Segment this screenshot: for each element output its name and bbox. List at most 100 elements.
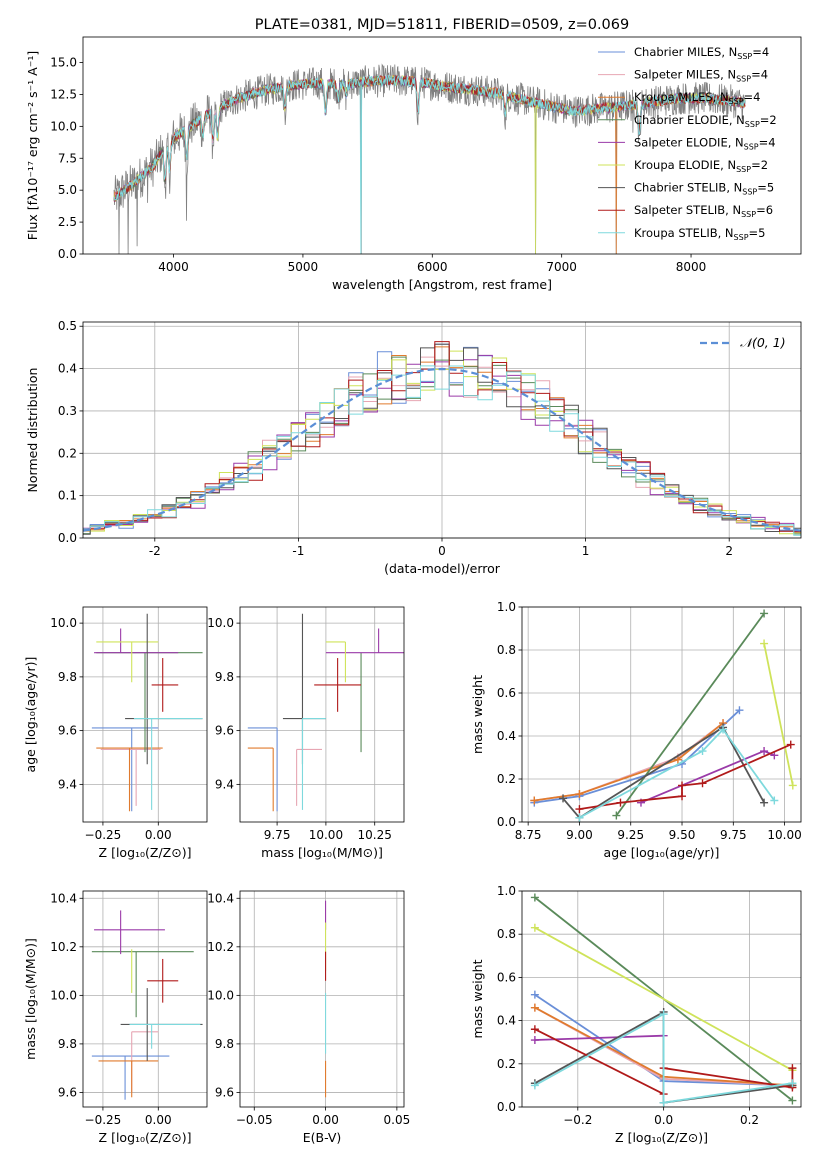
series-line bbox=[534, 722, 724, 802]
y-tick-label: 9.6 bbox=[215, 1085, 234, 1099]
axes-frame bbox=[82, 606, 208, 823]
x-axis-label: E(B-V) bbox=[303, 1130, 342, 1145]
y-tick-label: 10.2 bbox=[207, 940, 234, 954]
errorbar-kroupa-stelib bbox=[301, 717, 326, 810]
errorbar-chabrier-miles bbox=[91, 727, 159, 812]
legend-label-normal: 𝒩(0, 1) bbox=[740, 335, 786, 350]
y-tick-label: 1.0 bbox=[497, 600, 516, 614]
y-tick-label: 9.6 bbox=[58, 1085, 77, 1099]
x-tick-label: 8000 bbox=[676, 260, 707, 274]
plot-area-age-vs-z bbox=[91, 613, 203, 812]
point-marker bbox=[735, 706, 744, 715]
axes-weight-vs-age: 8.75 9.00 9.25 9.50 9.75 10.00 0.0 0.2 0.4 0.6 0.8… bbox=[470, 600, 802, 860]
legend-label-salpeter-elodie: Salpeter ELODIE, NSSP=4 bbox=[634, 135, 776, 151]
point-marker bbox=[719, 725, 728, 734]
y-axis-label: Flux [fλ10⁻¹⁷ erg cm⁻² s⁻¹ A⁻¹] bbox=[25, 51, 40, 240]
series-line bbox=[534, 722, 724, 802]
chart-title: PLATE=0381, MJD=51811, FIBERID=0509, z=0… bbox=[255, 17, 629, 33]
errorbar-kroupa-miles bbox=[247, 747, 274, 812]
x-axis-label: Z [log₁₀(Z/Z⊙)] bbox=[99, 1130, 192, 1145]
errorbar-chabrier-elodie bbox=[96, 652, 203, 753]
legend-label-kroupa-elodie: Kroupa ELODIE, NSSP=2 bbox=[634, 158, 768, 174]
errorbar-kroupa-elodie bbox=[96, 641, 159, 683]
x-tick-label: −0.05 bbox=[236, 1113, 273, 1127]
x-axis-label: Z [log₁₀(Z/Z⊙)] bbox=[615, 1130, 708, 1145]
point-marker bbox=[788, 1096, 797, 1105]
y-tick-label: 9.8 bbox=[58, 670, 77, 684]
y-tick-label: 9.8 bbox=[215, 670, 234, 684]
y-tick-label: 10.0 bbox=[207, 988, 234, 1002]
x-tick-label: 0.00 bbox=[145, 828, 172, 842]
point-marker bbox=[530, 893, 539, 902]
y-tick-label: 12.5 bbox=[50, 87, 77, 101]
series-line bbox=[534, 709, 741, 804]
x-axis-label: mass [log₁₀(M/M⊙)] bbox=[261, 845, 383, 860]
histogram-salpeter-stelib bbox=[83, 341, 801, 533]
y-tick-label: 9.4 bbox=[215, 777, 234, 791]
plot-area-age-vs-mass bbox=[247, 613, 404, 812]
model-spectrum-kroupa-stelib bbox=[113, 74, 746, 254]
axes-spectrum: 4000 5000 6000 7000 8000 0.0 2.5 5.0 7.5 10.0 12.5… bbox=[25, 17, 802, 292]
y-tick-label: 0.0 bbox=[497, 1100, 516, 1114]
plot-area-weight-vs-z bbox=[530, 893, 797, 1107]
axes-frame bbox=[239, 890, 405, 1108]
y-tick-label: 9.8 bbox=[58, 1037, 77, 1051]
x-tick-label: 0.05 bbox=[384, 1113, 411, 1127]
x-tick-label: 0.0 bbox=[654, 1113, 673, 1127]
y-tick-label: 0.4 bbox=[497, 729, 516, 743]
series-line bbox=[615, 612, 765, 817]
series-line bbox=[578, 728, 776, 819]
x-tick-label: 1 bbox=[582, 544, 590, 558]
errorbar-salpeter-stelib bbox=[147, 958, 179, 1003]
point-marker bbox=[673, 755, 682, 764]
series-line bbox=[763, 643, 794, 786]
axes-weight-vs-z: −0.2 0.0 0.2 0.0 0.2 0.4 0.6 0.8 1.0 Z [log₁₀(Z/Z… bbox=[470, 884, 802, 1145]
errorbar-chabrier-miles bbox=[247, 727, 278, 812]
y-axis-label: mass weight bbox=[470, 959, 485, 1038]
x-tick-label: 9.50 bbox=[669, 828, 696, 842]
y-tick-label: 9.4 bbox=[58, 777, 77, 791]
legend-label-salpeter-stelib: Salpeter STELIB, NSSP=6 bbox=[634, 203, 773, 219]
series-kroupa-stelib bbox=[575, 725, 779, 822]
series-chabrier-miles bbox=[530, 706, 744, 807]
legend-label-chabrier-elodie: Chabrier ELODIE, NSSP=2 bbox=[634, 113, 777, 129]
errorbar-chabrier-elodie bbox=[91, 951, 194, 1018]
errorbar-salpeter-stelib bbox=[151, 658, 179, 712]
x-tick-label: −0.25 bbox=[85, 828, 122, 842]
x-tick-label: 9.25 bbox=[617, 828, 644, 842]
series-line bbox=[640, 750, 775, 804]
axes-frame bbox=[239, 606, 405, 823]
x-axis-label: wavelength [Angstrom, rest frame] bbox=[332, 277, 552, 292]
point-marker bbox=[530, 796, 539, 805]
point-marker bbox=[659, 1010, 668, 1019]
y-tick-label: 0.0 bbox=[58, 247, 77, 261]
y-tick-label: 0.2 bbox=[58, 446, 77, 460]
errorbar-kroupa-stelib bbox=[133, 717, 203, 810]
errorbar-kroupa-stelib bbox=[129, 1023, 201, 1049]
x-tick-label: −0.25 bbox=[85, 1113, 122, 1127]
y-axis-label: Normed distribution bbox=[25, 368, 40, 493]
y-tick-label: 2.5 bbox=[58, 215, 77, 229]
y-tick-label: 10.2 bbox=[50, 940, 77, 954]
point-marker bbox=[770, 796, 779, 805]
legend-label-chabrier-stelib: Chabrier STELIB, NSSP=5 bbox=[634, 181, 774, 197]
axes-mass-vs-z: −0.25 0.00 9.6 9.8 10.0 10.2 10.4 Z [log₁₀(Z/Z⊙… bbox=[23, 890, 208, 1145]
y-tick-label: 0.6 bbox=[497, 970, 516, 984]
x-tick-label: 7000 bbox=[546, 260, 577, 274]
x-tick-label: −0.2 bbox=[563, 1113, 592, 1127]
errorbar-salpeter-miles bbox=[296, 748, 322, 806]
histogram-salpeter-elodie bbox=[83, 354, 801, 532]
y-axis-label: mass [log₁₀(M/M⊙)] bbox=[23, 938, 38, 1060]
plot-area-mass-vs-z bbox=[91, 910, 203, 1100]
point-marker bbox=[760, 639, 769, 648]
x-tick-label: 5000 bbox=[288, 260, 319, 274]
point-marker bbox=[616, 798, 625, 807]
y-tick-label: 9.6 bbox=[215, 724, 234, 738]
series-line bbox=[534, 926, 793, 1072]
point-marker bbox=[612, 811, 621, 820]
y-tick-label: 10.0 bbox=[50, 119, 77, 133]
series-chabrier-elodie bbox=[612, 609, 769, 820]
y-tick-label: 10.0 bbox=[50, 616, 77, 630]
errorbar-salpeter-elodie bbox=[94, 910, 165, 955]
y-tick-label: 0.2 bbox=[497, 772, 516, 786]
